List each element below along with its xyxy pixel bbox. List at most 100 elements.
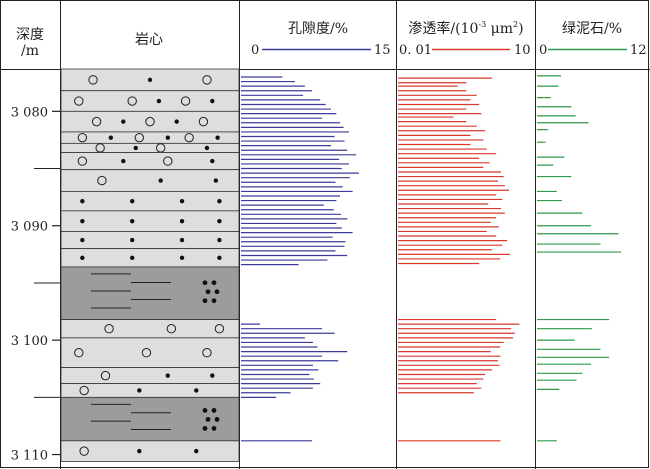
core-grain-dot xyxy=(179,255,185,260)
core-layer xyxy=(60,210,240,232)
core-grain-dot xyxy=(179,198,185,204)
core-grain-circle xyxy=(91,116,102,127)
core-grain-dot xyxy=(215,135,220,140)
core-grain-dot xyxy=(137,448,142,454)
core-grain-dot xyxy=(130,198,135,204)
core-grain-dot xyxy=(210,373,215,378)
core-grain-dot xyxy=(213,178,219,183)
permeability-header-exp: -3 xyxy=(478,20,486,29)
core-grain-dot xyxy=(130,237,135,243)
core-layer xyxy=(60,142,240,153)
core-grain-dot xyxy=(130,218,135,224)
permeability-bars xyxy=(398,77,520,442)
core-grain-circle xyxy=(79,446,89,456)
core-grain-dot xyxy=(210,158,215,164)
core-layer xyxy=(60,191,240,212)
core-grain-circle xyxy=(100,370,111,381)
core-layer xyxy=(60,440,240,462)
core-grain-circle xyxy=(97,175,107,186)
core-mud-dot xyxy=(202,425,208,431)
core-grain-dot xyxy=(80,255,85,260)
core-grain-dot xyxy=(80,198,85,204)
core-grain-dot xyxy=(158,178,163,183)
depth-axis: 3 080 3 090 3 100 3 110 xyxy=(11,105,60,464)
permeability-header-suffix: ) xyxy=(518,21,523,37)
core-grain-circle xyxy=(184,132,194,143)
core-grain-dot xyxy=(194,388,199,393)
core-grain-circle xyxy=(74,96,84,106)
chlorite-bars xyxy=(537,75,622,442)
core-grain-dot xyxy=(156,98,162,104)
core-grain-circle xyxy=(202,75,212,85)
core-mud-dot xyxy=(205,416,211,422)
permeability-header-unit: μm xyxy=(486,21,513,37)
core-grain-dot xyxy=(217,218,222,224)
core-layer xyxy=(60,248,240,268)
core-mud-dot xyxy=(211,298,217,304)
core-grain-circle xyxy=(145,116,155,127)
core-mud-dot xyxy=(214,289,220,295)
core-grain-circle xyxy=(77,132,88,143)
core-grain-circle xyxy=(79,385,89,396)
porosity-scale-max: 15 xyxy=(374,43,391,58)
core-grain-circle xyxy=(163,156,173,166)
core-grain-circle xyxy=(214,324,225,334)
core-layer xyxy=(60,383,240,398)
permeability-scale-min: 0. 01 xyxy=(399,43,432,58)
core-layer xyxy=(60,266,240,320)
core-grain-dot xyxy=(165,135,170,140)
core-grain-dot xyxy=(179,218,185,224)
porosity-scale-min: 0 xyxy=(251,43,259,58)
core-layer xyxy=(60,131,240,144)
core-layer xyxy=(60,337,240,369)
depth-tick-label: 3 110 xyxy=(11,449,48,464)
core-mud-dot xyxy=(211,425,217,431)
core-mud-dot xyxy=(205,289,211,295)
chlorite-scale-max: 12 xyxy=(630,43,647,58)
core-mud-dot xyxy=(202,280,208,286)
core-grain-dot xyxy=(174,119,179,124)
core-grain-dot xyxy=(165,373,170,378)
core-mud-dot xyxy=(202,407,208,413)
core-layer xyxy=(60,169,240,192)
core-grain-dot xyxy=(133,145,138,151)
core-grain-dot xyxy=(217,255,222,260)
core-grain-dot xyxy=(121,158,126,164)
core-grain-circle xyxy=(141,348,152,358)
core-layer xyxy=(60,396,240,442)
core-mud-dot xyxy=(214,416,220,422)
depth-unit: /m xyxy=(21,43,39,59)
chlorite-scale-min: 0 xyxy=(539,43,547,58)
permeability-header-unit-exp: 2 xyxy=(513,20,518,29)
core-mud-dot xyxy=(211,280,217,286)
core-grain-circle xyxy=(88,75,98,85)
core-grain-circle xyxy=(77,156,88,166)
depth-header: 深度 xyxy=(16,27,44,43)
core-grain-circle xyxy=(166,324,177,334)
core-grain-dot xyxy=(217,198,222,204)
depth-tick-label: 3 090 xyxy=(11,220,48,235)
chlorite-header: 绿泥石/% xyxy=(562,21,622,37)
core-layer xyxy=(60,231,240,250)
core-grain-dot xyxy=(137,388,142,393)
core-grain-dot xyxy=(217,237,222,243)
porosity-bars xyxy=(241,76,359,442)
core-grain-dot xyxy=(80,237,85,243)
core-grain-circle xyxy=(134,132,145,143)
core-grain-dot xyxy=(147,77,153,83)
core-column xyxy=(60,68,240,462)
core-mud-dot xyxy=(202,298,208,304)
core-grain-dot xyxy=(204,145,210,151)
core-grain-circle xyxy=(104,324,114,334)
porosity-header: 孔隙度/% xyxy=(288,21,348,37)
core-grain-dot xyxy=(194,448,199,454)
permeability-header-prefix: 渗透率/(10 xyxy=(408,20,478,37)
core-grain-dot xyxy=(80,218,85,224)
core-mud-dot xyxy=(211,407,217,413)
core-grain-circle xyxy=(180,96,191,106)
core-grain-circle xyxy=(74,348,84,358)
core-grain-circle xyxy=(198,116,209,127)
